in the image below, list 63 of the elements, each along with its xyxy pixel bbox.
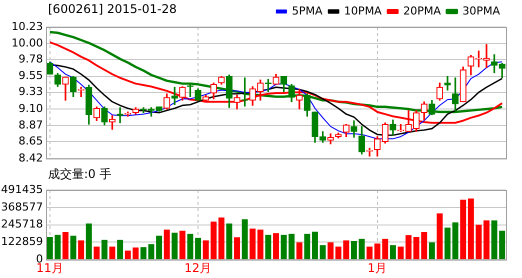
bar [86,223,92,260]
bar [250,228,256,260]
bar [328,242,334,260]
bar [218,218,224,260]
y-tick-label: 9.10 [18,102,43,115]
legend-label: 20PMA [403,4,442,18]
bar [148,244,154,260]
bar [195,238,202,260]
x-tick-label: 1月 [368,260,388,275]
bar [390,245,396,260]
chart-title: 成交量:0 手 [48,167,112,182]
bar [140,247,146,260]
bar [257,230,264,260]
y-tick-label: 10.23 [12,20,43,33]
y-tick-label: 9.33 [18,85,43,98]
bar [484,220,490,260]
bar [358,238,365,260]
bar [70,236,76,260]
chart-title: [600261] 2015-01-28 [48,2,177,16]
bar [265,234,272,260]
candlestick [444,76,451,90]
bar [320,245,326,260]
bar [436,213,443,260]
y-tick-label: 122859 [1,235,43,248]
bar [172,232,178,260]
bar [164,230,170,260]
bar [452,222,458,260]
bar [312,232,318,260]
y-tick-label: 9.78 [18,52,43,66]
bar [428,242,435,260]
y-tick-label: 245718 [1,218,43,231]
y-tick-label: 491435 [1,182,43,196]
legend-label: 5PMA [292,4,324,18]
bar [460,200,466,260]
bar [62,232,68,260]
y-tick-label: 8.87 [18,118,43,132]
y-tick-label: 10.00 [12,36,43,50]
bar [101,240,108,260]
bar [94,246,100,260]
x-tick-label: 12月 [184,260,212,275]
bar [444,228,451,260]
legend-label: 10PMA [344,4,382,18]
y-tick-label: 8.42 [18,151,43,164]
bar [350,241,357,260]
bar [242,219,248,260]
bar [78,240,84,260]
bar [117,240,124,260]
bar [304,234,310,260]
legend-label: 30PMA [462,4,500,18]
bar [366,246,373,260]
bar [179,230,186,260]
bar [187,234,194,260]
y-tick-label: 9.55 [18,69,43,82]
bar [296,242,302,260]
bar [234,237,240,260]
bar [156,236,162,260]
bar [406,235,412,260]
bar [398,246,404,260]
bar [226,223,232,260]
bar [109,246,116,260]
bar [273,233,279,260]
y-tick-label: 368577 [1,200,43,214]
y-tick-label: 8.65 [18,134,43,148]
